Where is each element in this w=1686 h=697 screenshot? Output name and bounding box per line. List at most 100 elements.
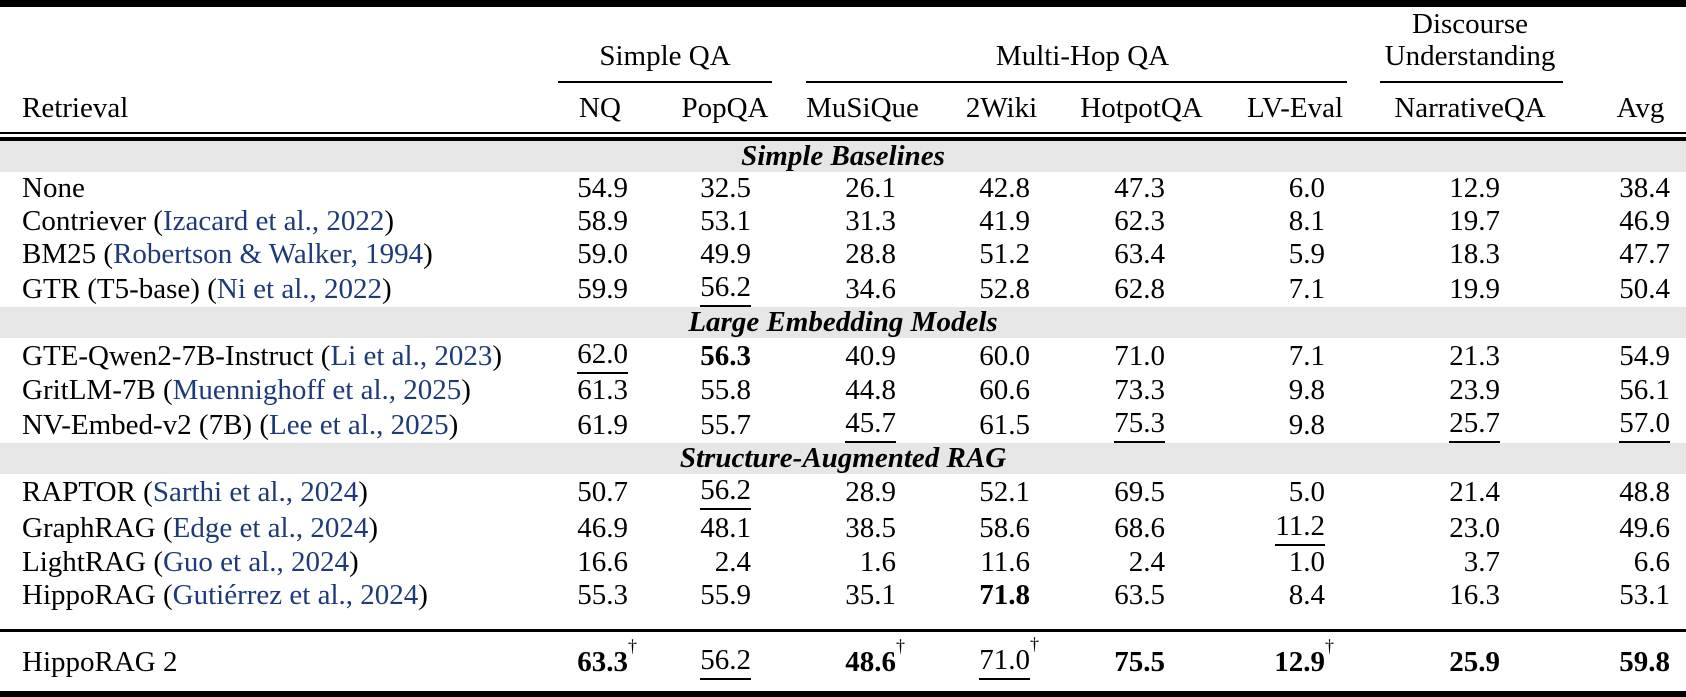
value: 32.5 xyxy=(700,172,751,204)
cell-narrativeqa: 3.7 xyxy=(1375,546,1565,579)
cell-popqa: 56.3 xyxy=(660,338,790,374)
value: 2.4 xyxy=(714,546,751,578)
column-header-popqa: PopQA xyxy=(681,92,769,124)
table-row-hipporag: HippoRAG (Gutiérrez et al., 2024) 55.3 55.… xyxy=(0,579,1686,612)
group-discourse-understanding: Discourse Understanding xyxy=(1375,4,1565,83)
citation-link[interactable]: Li et al., 2023 xyxy=(330,339,493,372)
citation-link[interactable]: Guo et al., 2024 xyxy=(162,546,350,578)
citation-link[interactable]: Muennighoff et al., 2025 xyxy=(172,374,462,406)
table-row-gtr-t5-base: GTR (T5-base) (Ni et al., 2022) 59.9 56.2 3… xyxy=(0,271,1686,307)
cell-avg: 54.9 xyxy=(1565,338,1686,374)
value: 9.8 xyxy=(1288,408,1326,441)
citation-link[interactable]: Sarthi et al., 2024 xyxy=(152,475,359,508)
citation-link[interactable]: Izacard et al., 2022 xyxy=(162,205,385,237)
method-cell: GTE-Qwen2-7B-Instruct (Li et al., 2023) xyxy=(22,339,503,372)
dagger-mark: † xyxy=(896,635,905,656)
value: 61.3 xyxy=(577,374,628,406)
cell-musique: 40.9 xyxy=(790,338,935,374)
cell-lv-eval: 5.9 xyxy=(1215,238,1375,271)
citation-link[interactable]: Gutiérrez et al., 2024 xyxy=(172,579,419,611)
method-cell: GraphRAG (Edge et al., 2024) xyxy=(22,511,378,544)
table-row-lightrag: LightRAG (Guo et al., 2024) 16.6 2.4 1.6 11.… xyxy=(0,546,1686,579)
cell-nq: 59.9 xyxy=(540,271,660,307)
cell-lv-eval: 11.2 xyxy=(1215,510,1375,546)
method-cell: BM25 (Robertson & Walker, 1994) xyxy=(22,238,433,270)
value: 52.1 xyxy=(979,475,1030,508)
value: 58.9 xyxy=(577,205,628,237)
value: 31.3 xyxy=(845,205,896,237)
value: 75.5 xyxy=(1114,645,1165,678)
value: 23.0 xyxy=(1449,511,1501,544)
citation-link[interactable]: Lee et al., 2025 xyxy=(269,408,449,441)
cell-2wiki: 58.6 xyxy=(935,510,1068,546)
value: 59.9 xyxy=(577,272,628,305)
column-header-avg: Avg xyxy=(1616,92,1665,124)
cell-hotpotqa: 63.4 xyxy=(1068,238,1215,271)
cell-musique: 35.1 xyxy=(790,579,935,612)
cell-hotpotqa: 47.3 xyxy=(1068,172,1215,205)
cell-hotpotqa: 75.3 xyxy=(1068,407,1215,443)
cell-lv-eval: 6.0 xyxy=(1215,172,1375,205)
value: 63.5 xyxy=(1114,579,1165,611)
table-row-bm25: BM25 (Robertson & Walker, 1994) 59.0 49.9 2… xyxy=(0,238,1686,271)
value: 61.5 xyxy=(979,408,1030,441)
value: 58.6 xyxy=(979,511,1030,544)
cell-nq: 58.9 xyxy=(540,205,660,238)
cell-hotpotqa: 69.5 xyxy=(1068,474,1215,510)
value: 18.3 xyxy=(1449,238,1501,270)
group-discourse-understanding-label: Discourse Understanding xyxy=(1384,8,1556,72)
value: 19.9 xyxy=(1449,272,1501,305)
value: 68.6 xyxy=(1114,511,1165,544)
value: 62.3 xyxy=(1114,205,1165,237)
value: 63.3 † xyxy=(577,635,637,678)
citation-link[interactable]: Robertson & Walker, 1994 xyxy=(113,238,424,270)
cell-popqa: 55.7 xyxy=(660,407,790,443)
cell-nq: 50.7 xyxy=(540,474,660,510)
table-row-contriever: Contriever (Izacard et al., 2022) 58.9 53.… xyxy=(0,205,1686,238)
table-bottom-rule xyxy=(0,691,1686,697)
cell-popqa: 56.2 xyxy=(660,632,790,691)
table-row-hipporag-2: HippoRAG 2 63.3 † 56.2 48.6 † 71.0 † 75.5 12.9 † 25… xyxy=(0,632,1686,691)
cell-hotpotqa: 2.4 xyxy=(1068,546,1215,579)
method-label: BM25 xyxy=(22,238,97,270)
cell-narrativeqa: 23.9 xyxy=(1375,374,1565,407)
value: 40.9 xyxy=(845,339,896,372)
cell-2wiki: 11.6 xyxy=(935,546,1068,579)
value: 2.4 xyxy=(1128,546,1165,578)
cell-musique: 38.5 xyxy=(790,510,935,546)
dagger-mark: † xyxy=(628,635,637,656)
value: 63.4 xyxy=(1114,238,1165,270)
cell-lv-eval: 8.1 xyxy=(1215,205,1375,238)
cell-hotpotqa: 62.8 xyxy=(1068,271,1215,307)
value: 19.7 xyxy=(1449,205,1501,237)
final-row-top-rule-rule xyxy=(0,629,1686,632)
value: 28.9 xyxy=(845,475,896,508)
cell-musique: 26.1 xyxy=(790,172,935,205)
value: 1.0 xyxy=(1288,546,1326,578)
section-header-large-embedding-models: Large Embedding Models xyxy=(0,307,1686,338)
table-row-none: None 54.9 32.5 26.1 42.8 47.3 6.0 12.9 38.4 xyxy=(0,172,1686,205)
cell-avg: 6.6 xyxy=(1565,546,1686,579)
cell-nq: 63.3 † xyxy=(540,632,660,691)
citation-link[interactable]: Ni et al., 2022 xyxy=(216,272,382,305)
dagger-mark: † xyxy=(1030,634,1039,654)
value: 56.1 xyxy=(1619,374,1671,406)
value: 44.8 xyxy=(845,374,896,406)
value: 8.4 xyxy=(1288,579,1326,611)
cell-avg: 49.6 xyxy=(1565,510,1686,546)
value: 6.6 xyxy=(1633,546,1671,578)
column-header-retrieval: Retrieval xyxy=(22,92,129,124)
group-simple-qa-rule xyxy=(558,81,772,83)
value: 54.9 xyxy=(577,172,628,204)
cell-2wiki: 52.1 xyxy=(935,474,1068,510)
value: 42.8 xyxy=(979,172,1030,204)
cell-popqa: 55.8 xyxy=(660,374,790,407)
cell-hotpotqa: 71.0 xyxy=(1068,338,1215,374)
value: 53.1 xyxy=(1619,579,1671,611)
value: 71.0 xyxy=(1114,339,1165,372)
pre-final-gap-cell xyxy=(0,612,1686,629)
cell-narrativeqa: 16.3 xyxy=(1375,579,1565,612)
citation-link[interactable]: Edge et al., 2024 xyxy=(172,511,369,544)
column-header-musique: MuSiQue xyxy=(806,92,919,124)
cell-popqa: 56.2 xyxy=(660,271,790,307)
